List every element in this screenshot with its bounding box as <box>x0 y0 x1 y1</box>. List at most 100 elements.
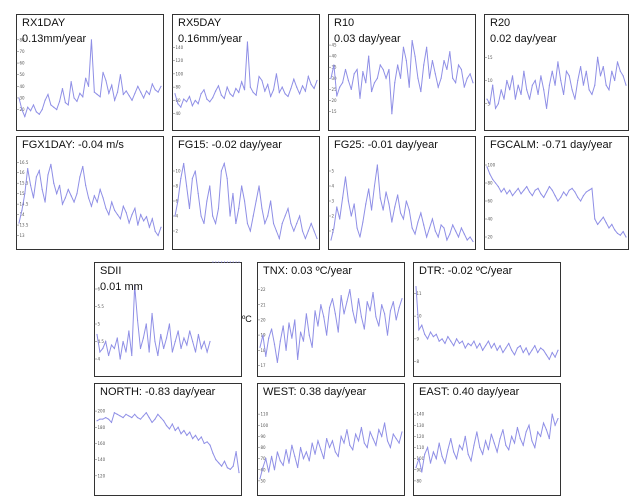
data-point <box>350 215 352 217</box>
data-point <box>378 325 380 327</box>
data-point <box>446 239 448 241</box>
data-point <box>499 438 501 440</box>
data-points <box>18 163 162 237</box>
data-point <box>542 422 545 424</box>
data-point <box>455 230 457 232</box>
data-point <box>505 444 507 446</box>
data-point <box>382 209 384 211</box>
data-point <box>53 182 55 184</box>
plot-frame <box>257 262 405 377</box>
y-tick-label: 21 <box>261 302 267 307</box>
data-point <box>399 212 402 214</box>
data-point <box>531 440 533 442</box>
data-point <box>154 230 156 232</box>
data-point <box>582 84 585 86</box>
data-point <box>61 88 64 90</box>
data-point <box>352 310 354 312</box>
data-point <box>460 227 463 229</box>
data-point <box>460 68 463 71</box>
data-point <box>349 444 351 446</box>
series-line <box>174 161 318 241</box>
data-point <box>218 261 220 263</box>
data-point <box>273 469 276 471</box>
data-point <box>509 89 511 91</box>
data-point <box>340 295 342 297</box>
data-point <box>232 95 234 98</box>
plot-frame <box>172 136 320 250</box>
data-point <box>551 351 553 354</box>
data-point <box>585 191 587 193</box>
data-point <box>614 229 616 231</box>
data-point <box>417 221 419 223</box>
data-point <box>359 236 361 238</box>
data-point <box>223 261 226 263</box>
data-point <box>401 431 403 433</box>
chart-title: RX1DAY <box>22 17 66 29</box>
data-point <box>429 462 432 464</box>
data-point <box>58 184 61 186</box>
data-point <box>545 107 548 109</box>
data-point <box>388 68 390 71</box>
data-point <box>522 444 524 446</box>
data-point <box>455 458 458 460</box>
data-point <box>443 59 445 62</box>
data-point <box>197 103 199 105</box>
data-point <box>526 89 528 91</box>
data-point <box>177 103 179 105</box>
data-point <box>311 442 313 444</box>
data-point <box>463 86 465 88</box>
data-point <box>337 331 339 333</box>
data-point <box>267 215 269 217</box>
data-point <box>209 444 211 446</box>
data-point <box>528 98 531 100</box>
y-tick-label: 80 <box>20 37 26 42</box>
data-point <box>171 423 173 425</box>
data-point <box>102 347 104 350</box>
data-point <box>543 89 545 91</box>
data-point <box>41 188 43 191</box>
data-point <box>476 347 478 349</box>
data-point <box>113 412 115 414</box>
data-point <box>307 75 309 78</box>
data-point <box>397 194 399 196</box>
chart-panel-rx5day: 40 60 80 100 120 140 RX5DAY 0.16mm/year <box>172 14 320 131</box>
data-point <box>381 435 383 437</box>
data-point <box>297 358 299 360</box>
data-point <box>192 438 194 440</box>
data-point <box>142 415 144 417</box>
data-point <box>258 75 260 78</box>
data-point <box>577 196 579 198</box>
chart-svg: 8 9 10 11 <box>413 262 561 377</box>
plot-frame <box>484 136 629 250</box>
chart-trend-rate: 0.02 day/year <box>490 33 557 45</box>
data-point <box>447 449 449 451</box>
data-point <box>279 460 281 462</box>
series-line <box>18 164 162 237</box>
chart-title: NORTH: -0.83 day/year <box>100 386 216 398</box>
data-point <box>608 89 610 91</box>
data-point <box>446 68 448 71</box>
data-point <box>362 221 364 223</box>
data-point <box>294 455 296 457</box>
y-unit-label: ºC <box>242 314 252 324</box>
data-point <box>611 223 613 225</box>
chart-panel-fgx1day: 13 13.5 14 14.5 15 15.5 16 16.5 FGX1DAY: -0.04 … <box>16 136 164 250</box>
data-point <box>160 416 162 419</box>
data-point <box>418 458 420 460</box>
data-point <box>496 349 498 351</box>
data-point <box>183 429 185 432</box>
data-point <box>571 187 573 189</box>
data-point <box>313 87 315 90</box>
y-tick-label: 20 <box>332 98 338 103</box>
data-point <box>262 334 264 336</box>
data-point <box>29 110 32 112</box>
data-point <box>197 439 200 441</box>
data-point <box>356 68 358 71</box>
data-point <box>487 340 490 342</box>
data-point <box>58 100 61 103</box>
data-point <box>597 223 599 225</box>
series-line <box>415 414 559 473</box>
data-point <box>392 433 394 435</box>
